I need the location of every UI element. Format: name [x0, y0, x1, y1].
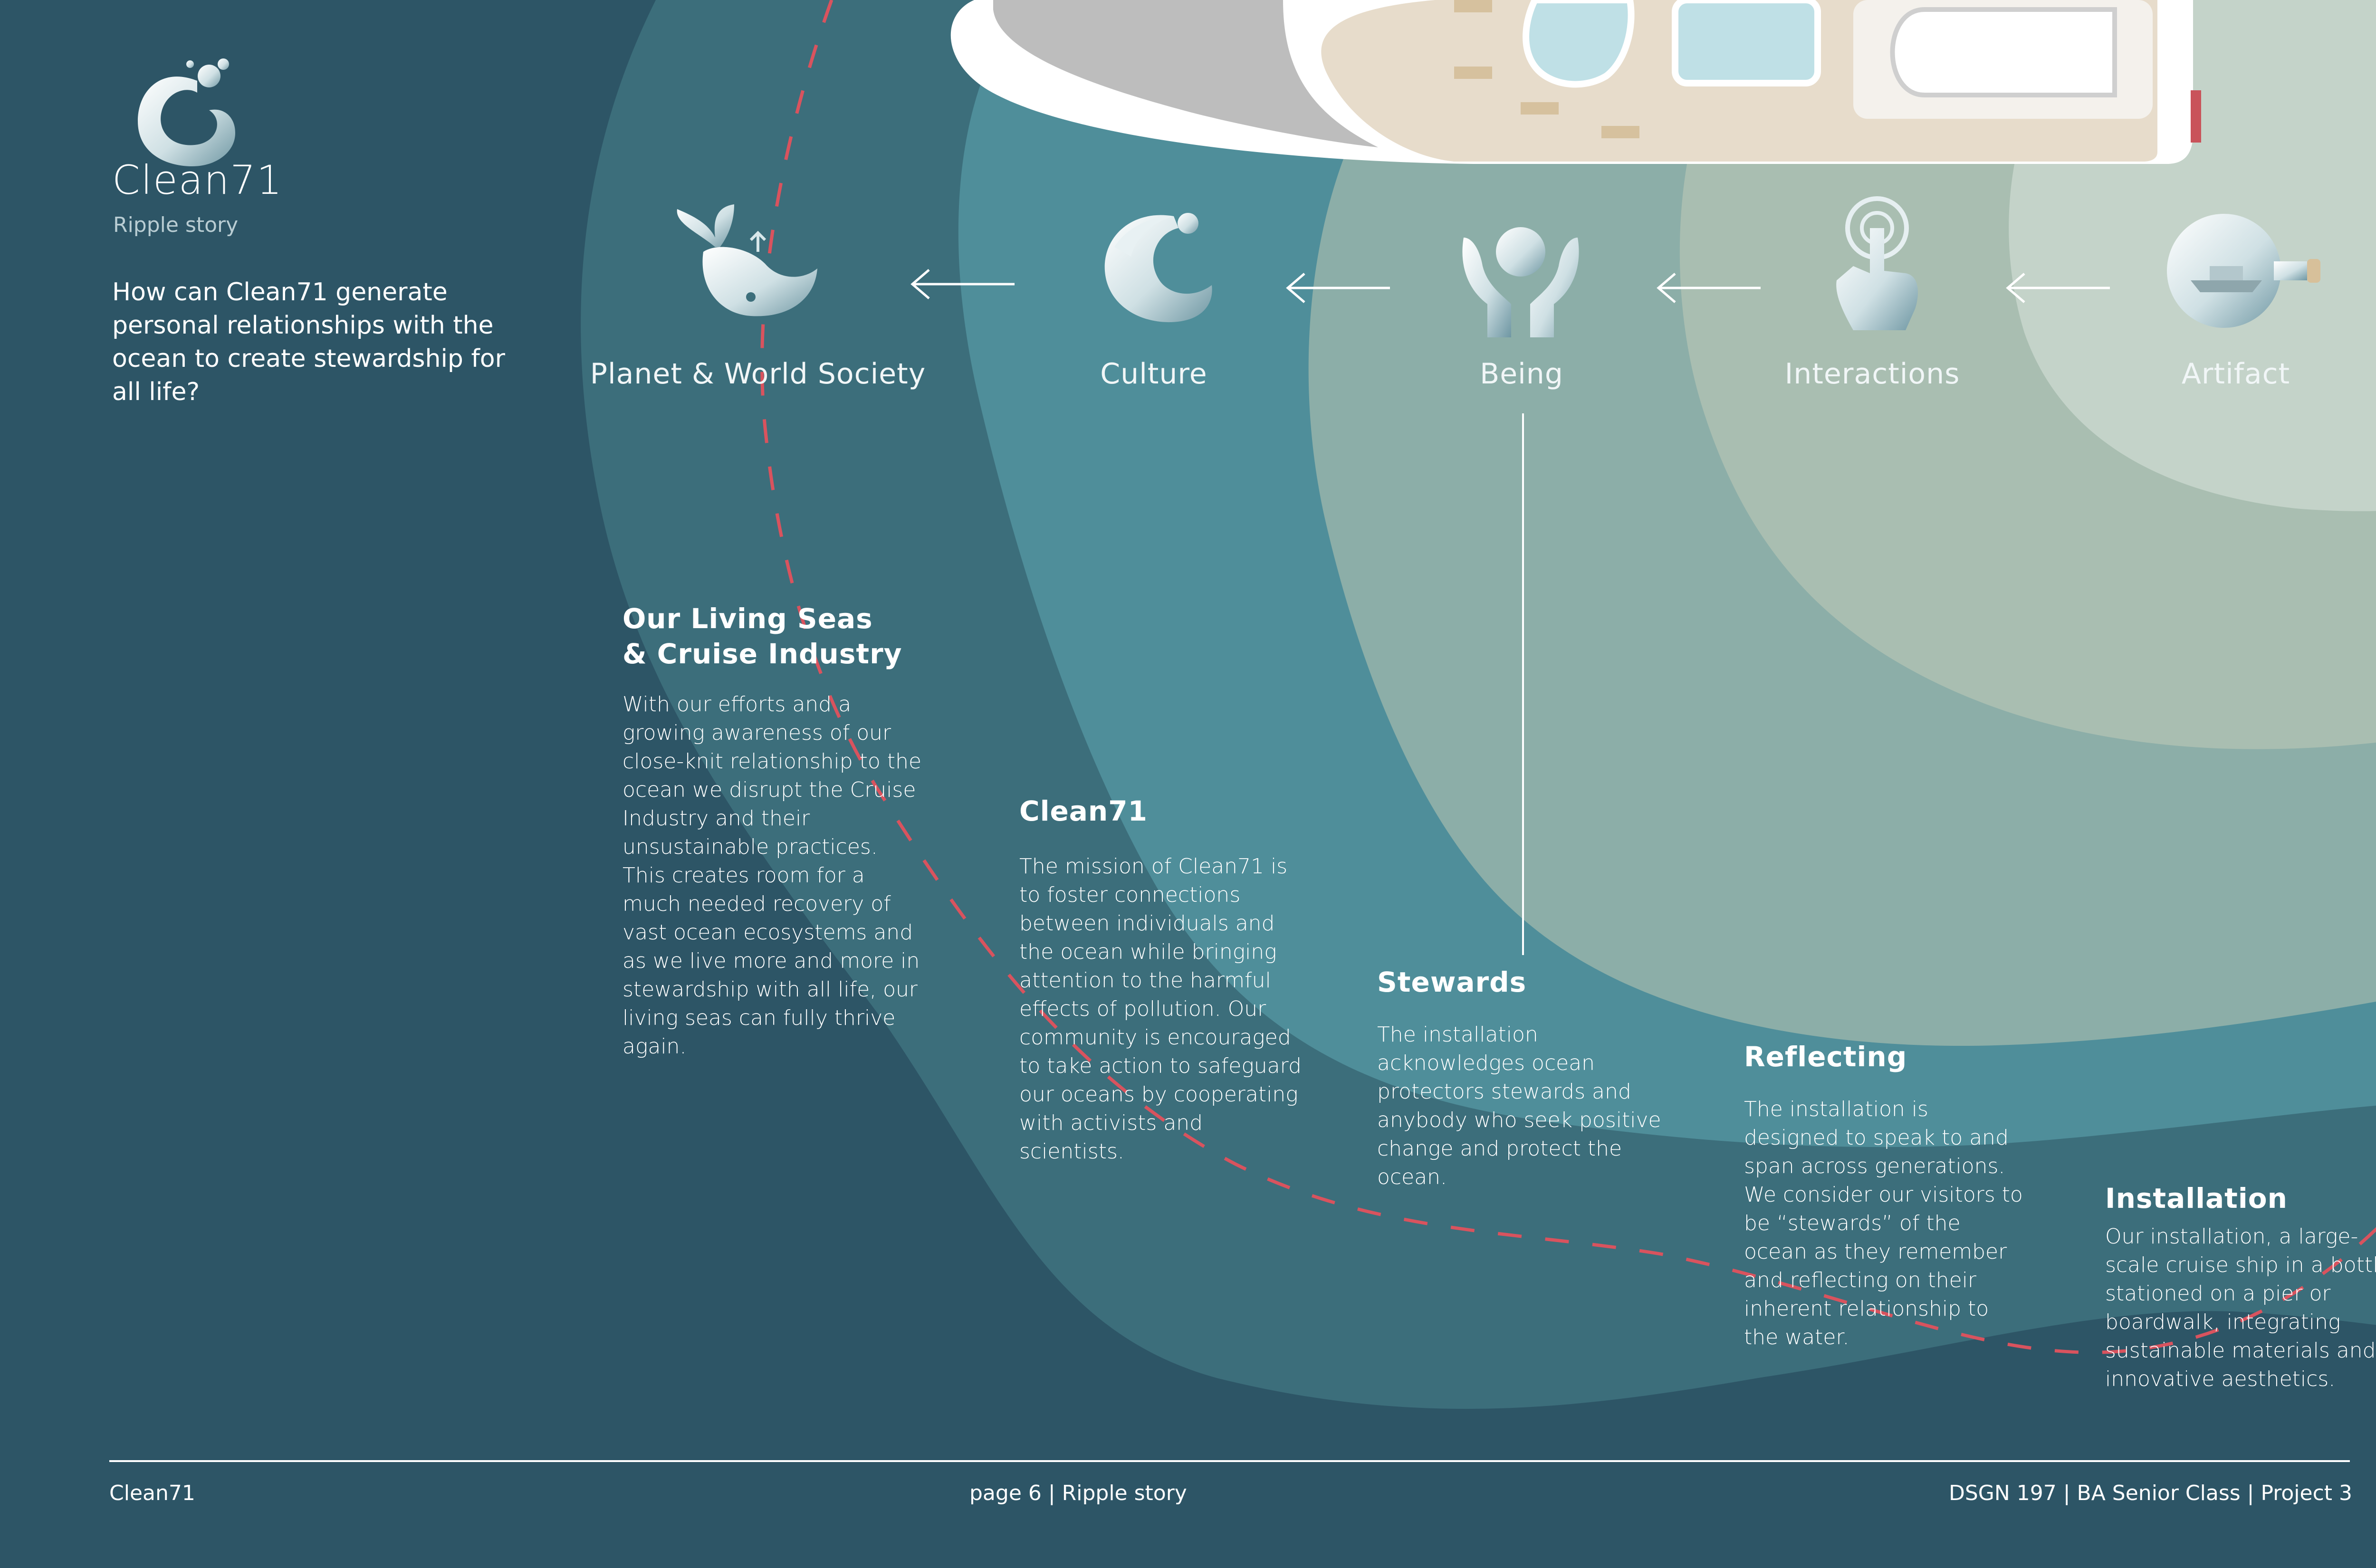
clean71-title: Clean71: [1019, 795, 1148, 827]
touch-hand-icon: [1836, 196, 1918, 330]
stewards-title: Stewards: [1377, 966, 1527, 998]
clean71-body: The mission of Clean71 is to foster conn…: [1019, 854, 1302, 1164]
living-seas-title-line2: & Cruise Industry: [623, 638, 902, 670]
guiding-question: How can Clean71 generate personal relati…: [112, 278, 505, 406]
brand-name: Clean71: [112, 157, 283, 203]
block-reflecting: Reflecting The installation is designed …: [1744, 1039, 2029, 1352]
stewards-body: The installation acknowledges ocean prot…: [1377, 1023, 1661, 1189]
whale-icon: [677, 204, 817, 316]
clean71-logo-icon: [138, 58, 235, 166]
hands-holding-globe-icon: [1462, 227, 1579, 337]
block-stewards: Stewards The installation acknowledges o…: [1377, 965, 1662, 1192]
dashed-journey-path: [760, 0, 2376, 1354]
footer-center: page 6 | Ripple story: [969, 1481, 1187, 1505]
block-installation: Installation Our installation, a large-s…: [2105, 1181, 2376, 1394]
living-seas-title-line1: Our Living Seas: [623, 602, 873, 635]
reflecting-body: The installation is designed to speak to…: [1744, 1097, 2023, 1349]
installation-title: Installation: [2105, 1182, 2288, 1214]
arrow-being-to-culture: [1286, 273, 1390, 303]
brand-subtitle: Ripple story: [113, 213, 239, 237]
stage-label-artifact: Artifact: [2181, 357, 2290, 391]
living-seas-body: With our efforts and a growing awareness…: [623, 692, 922, 1059]
block-living-seas: Our Living Seas & Cruise Industry With o…: [623, 601, 927, 1061]
reflecting-title: Reflecting: [1744, 1041, 1907, 1073]
footer-left: Clean71: [109, 1481, 195, 1505]
cruise-ship-illustration: [950, 0, 2201, 164]
ship-in-bottle-icon: [2167, 214, 2320, 328]
stage-label-interactions: Interactions: [1784, 357, 1960, 391]
footer-right: DSGN 197 | BA Senior Class | Project 3: [1948, 1481, 2352, 1505]
arrow-culture-to-planet: [910, 269, 1015, 299]
block-clean71: Clean71 The mission of Clean71 is to fos…: [1019, 794, 1314, 1166]
stage-label-planet: Planet & World Society: [590, 357, 926, 391]
stage-label-culture: Culture: [1100, 357, 1207, 391]
wave-logo-icon: [1104, 213, 1212, 323]
arrow-interactions-to-being: [1657, 273, 1761, 303]
stage-label-being: Being: [1480, 357, 1563, 391]
installation-body: Our installation, a large-scale cruise s…: [2105, 1224, 2376, 1391]
arrow-artifact-to-interactions: [2006, 273, 2110, 303]
